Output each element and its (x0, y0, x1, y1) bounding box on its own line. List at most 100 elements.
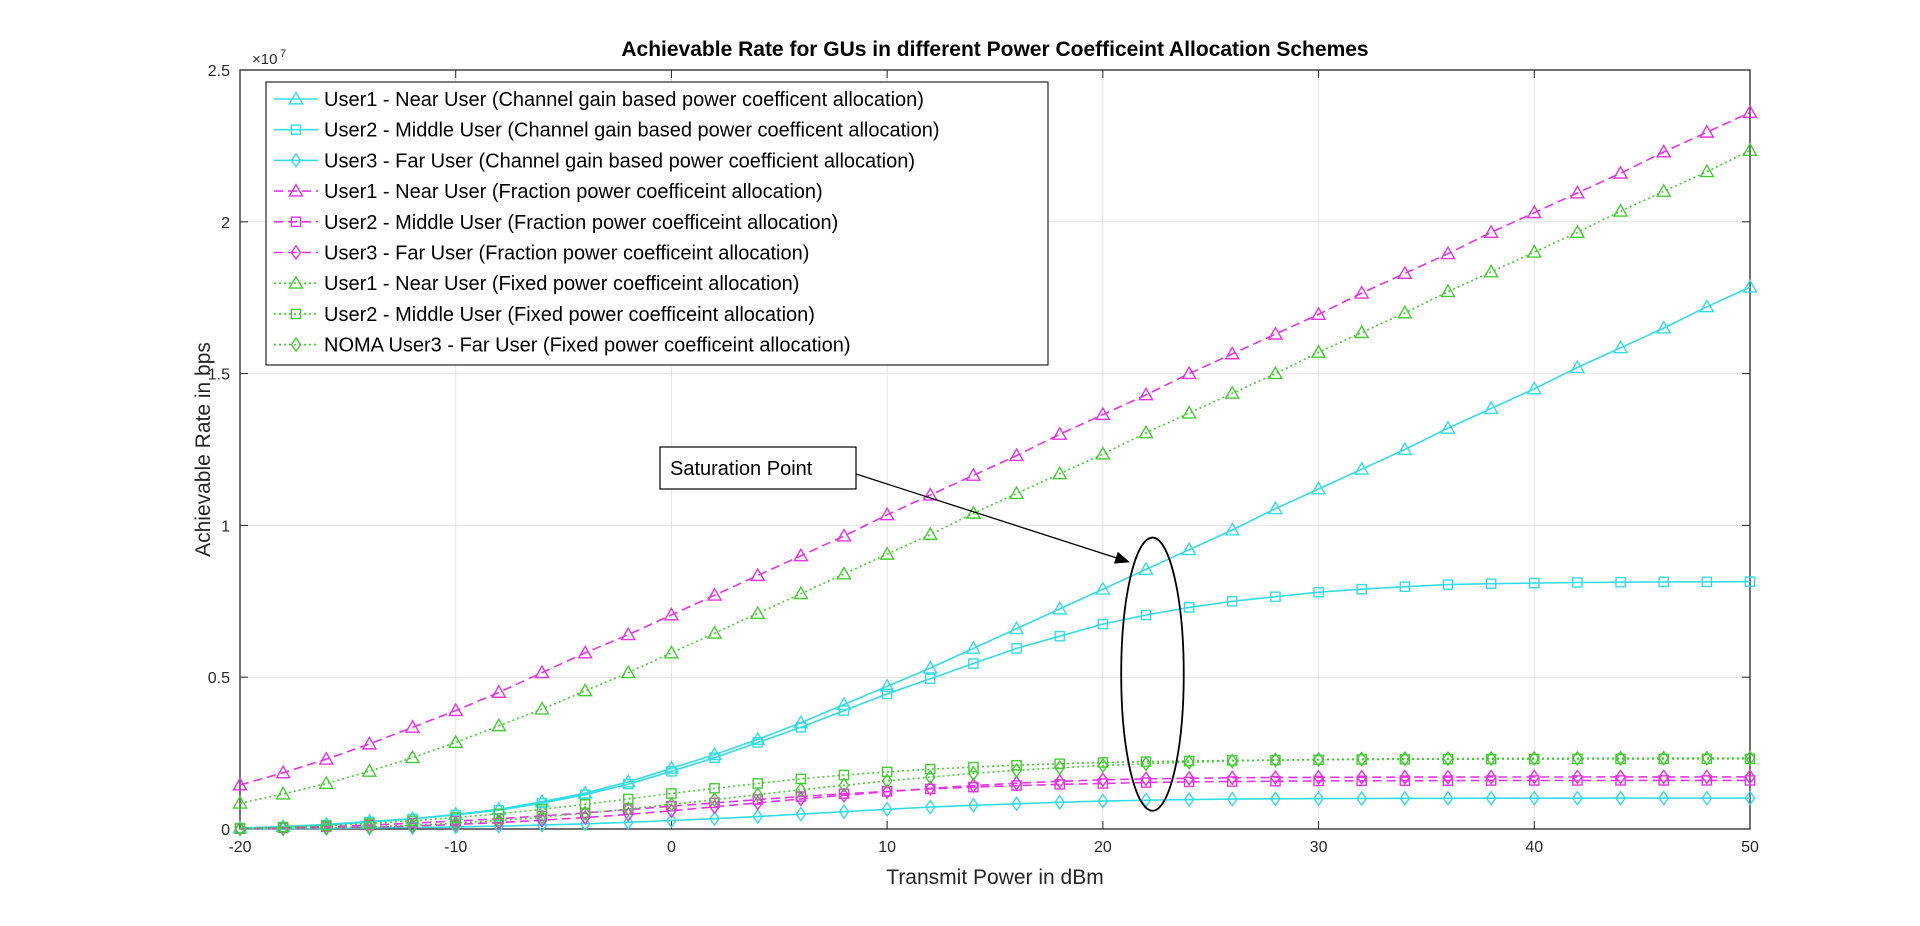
legend-entry: User1 - Near User (Channel gain based po… (274, 89, 924, 111)
marker-diamond (1269, 791, 1281, 807)
marker-diamond (1183, 754, 1195, 770)
marker-diamond (1615, 750, 1627, 766)
marker-triangle (448, 734, 464, 749)
marker-diamond (1011, 796, 1023, 812)
marker-triangle (1008, 447, 1025, 462)
marker-square (709, 752, 720, 763)
marker-diamond (1744, 750, 1756, 766)
plot-area (239, 69, 1751, 830)
x-tick-label: 40 (1525, 839, 1543, 856)
series-4 (232, 104, 1758, 791)
marker-triangle (1095, 406, 1111, 421)
marker-diamond (1442, 750, 1454, 767)
marker-triangle (288, 183, 304, 197)
marker-triangle (577, 785, 593, 799)
marker-triangle (1310, 344, 1327, 358)
marker-triangle (750, 605, 766, 620)
marker-diamond (1658, 750, 1670, 766)
legend-entry: User1 - Near User (Fraction power coeffi… (274, 181, 823, 203)
marker-triangle (922, 526, 938, 541)
marker-triangle (836, 528, 852, 542)
marker-square (536, 797, 548, 809)
x-tick-label: 20 (1094, 839, 1112, 856)
marker-square (752, 737, 764, 748)
marker-diamond (1615, 769, 1627, 785)
series-line (239, 797, 1750, 830)
marker-diamond (320, 820, 332, 836)
marker-diamond (1701, 790, 1713, 806)
marker-diamond (1054, 794, 1066, 810)
marker-diamond (752, 795, 764, 811)
marker-triangle (1224, 345, 1240, 360)
marker-triangle (965, 467, 982, 481)
marker-diamond (493, 812, 505, 829)
marker-diamond (752, 786, 764, 803)
marker-square (1097, 618, 1109, 630)
series-7 (232, 142, 1758, 809)
marker-diamond (363, 819, 375, 835)
marker-diamond (881, 801, 893, 817)
marker-square (1140, 777, 1152, 788)
legend-entry: User2 - Middle User (Fixed power coeffic… (274, 304, 815, 326)
marker-diamond (1356, 769, 1368, 785)
annotation-text: Saturation Point (670, 458, 813, 480)
marker-square (1011, 643, 1022, 654)
marker-square (1140, 609, 1152, 621)
marker-triangle (1656, 183, 1672, 198)
marker-triangle (1483, 400, 1499, 415)
series-line (239, 580, 1751, 830)
marker-square (493, 808, 505, 820)
marker-triangle (1440, 283, 1456, 298)
chart-title: Achievable Rate for GUs in different Pow… (621, 38, 1368, 61)
x-tick-label: -20 (228, 839, 251, 856)
marker-diamond (795, 782, 807, 798)
marker-triangle (1181, 405, 1197, 419)
marker-square (290, 308, 302, 320)
marker-square (709, 797, 720, 809)
marker-diamond (407, 817, 419, 834)
marker-diamond (1183, 791, 1195, 808)
marker-triangle (1656, 320, 1672, 334)
marker-triangle (361, 763, 378, 777)
y-tick-label: 2 (221, 215, 230, 232)
marker-triangle (1138, 561, 1154, 575)
saturation-ellipse (1120, 536, 1185, 812)
marker-diamond (1442, 790, 1454, 806)
marker-square (1485, 578, 1497, 589)
series-9 (234, 750, 1756, 837)
marker-triangle (836, 566, 852, 580)
marker-square (968, 658, 979, 669)
marker-diamond (709, 810, 721, 827)
marker-diamond (1399, 751, 1411, 767)
x-tick-label: 0 (667, 839, 676, 856)
marker-diamond (1485, 769, 1497, 785)
marker-triangle (1310, 481, 1327, 495)
marker-diamond (1054, 773, 1066, 790)
marker-triangle (1267, 365, 1284, 380)
marker-triangle (288, 275, 304, 289)
x-tick-label: 10 (878, 839, 896, 856)
marker-triangle (1569, 359, 1586, 374)
marker-triangle (404, 719, 421, 733)
marker-triangle (318, 751, 334, 765)
marker-diamond (1269, 769, 1281, 786)
marker-diamond (290, 244, 302, 261)
legend-label: User2 - Middle User (Fraction power coef… (324, 212, 838, 234)
marker-triangle (1440, 245, 1456, 260)
marker-square (1399, 775, 1411, 786)
marker-diamond (1097, 793, 1109, 809)
marker-diamond (709, 791, 721, 808)
marker-triangle (318, 775, 334, 790)
marker-diamond (536, 809, 548, 825)
series-line (239, 776, 1750, 830)
marker-diamond (579, 816, 591, 832)
y-tick-label: 0 (221, 822, 230, 839)
legend: User1 - Near User (Channel gain based po… (265, 81, 1049, 366)
marker-diamond (1269, 752, 1281, 768)
marker-diamond (1313, 769, 1325, 786)
marker-square (1183, 776, 1195, 788)
marker-triangle (750, 731, 766, 746)
marker-diamond (1528, 790, 1540, 806)
series-line (239, 111, 1751, 786)
marker-diamond (924, 769, 936, 785)
